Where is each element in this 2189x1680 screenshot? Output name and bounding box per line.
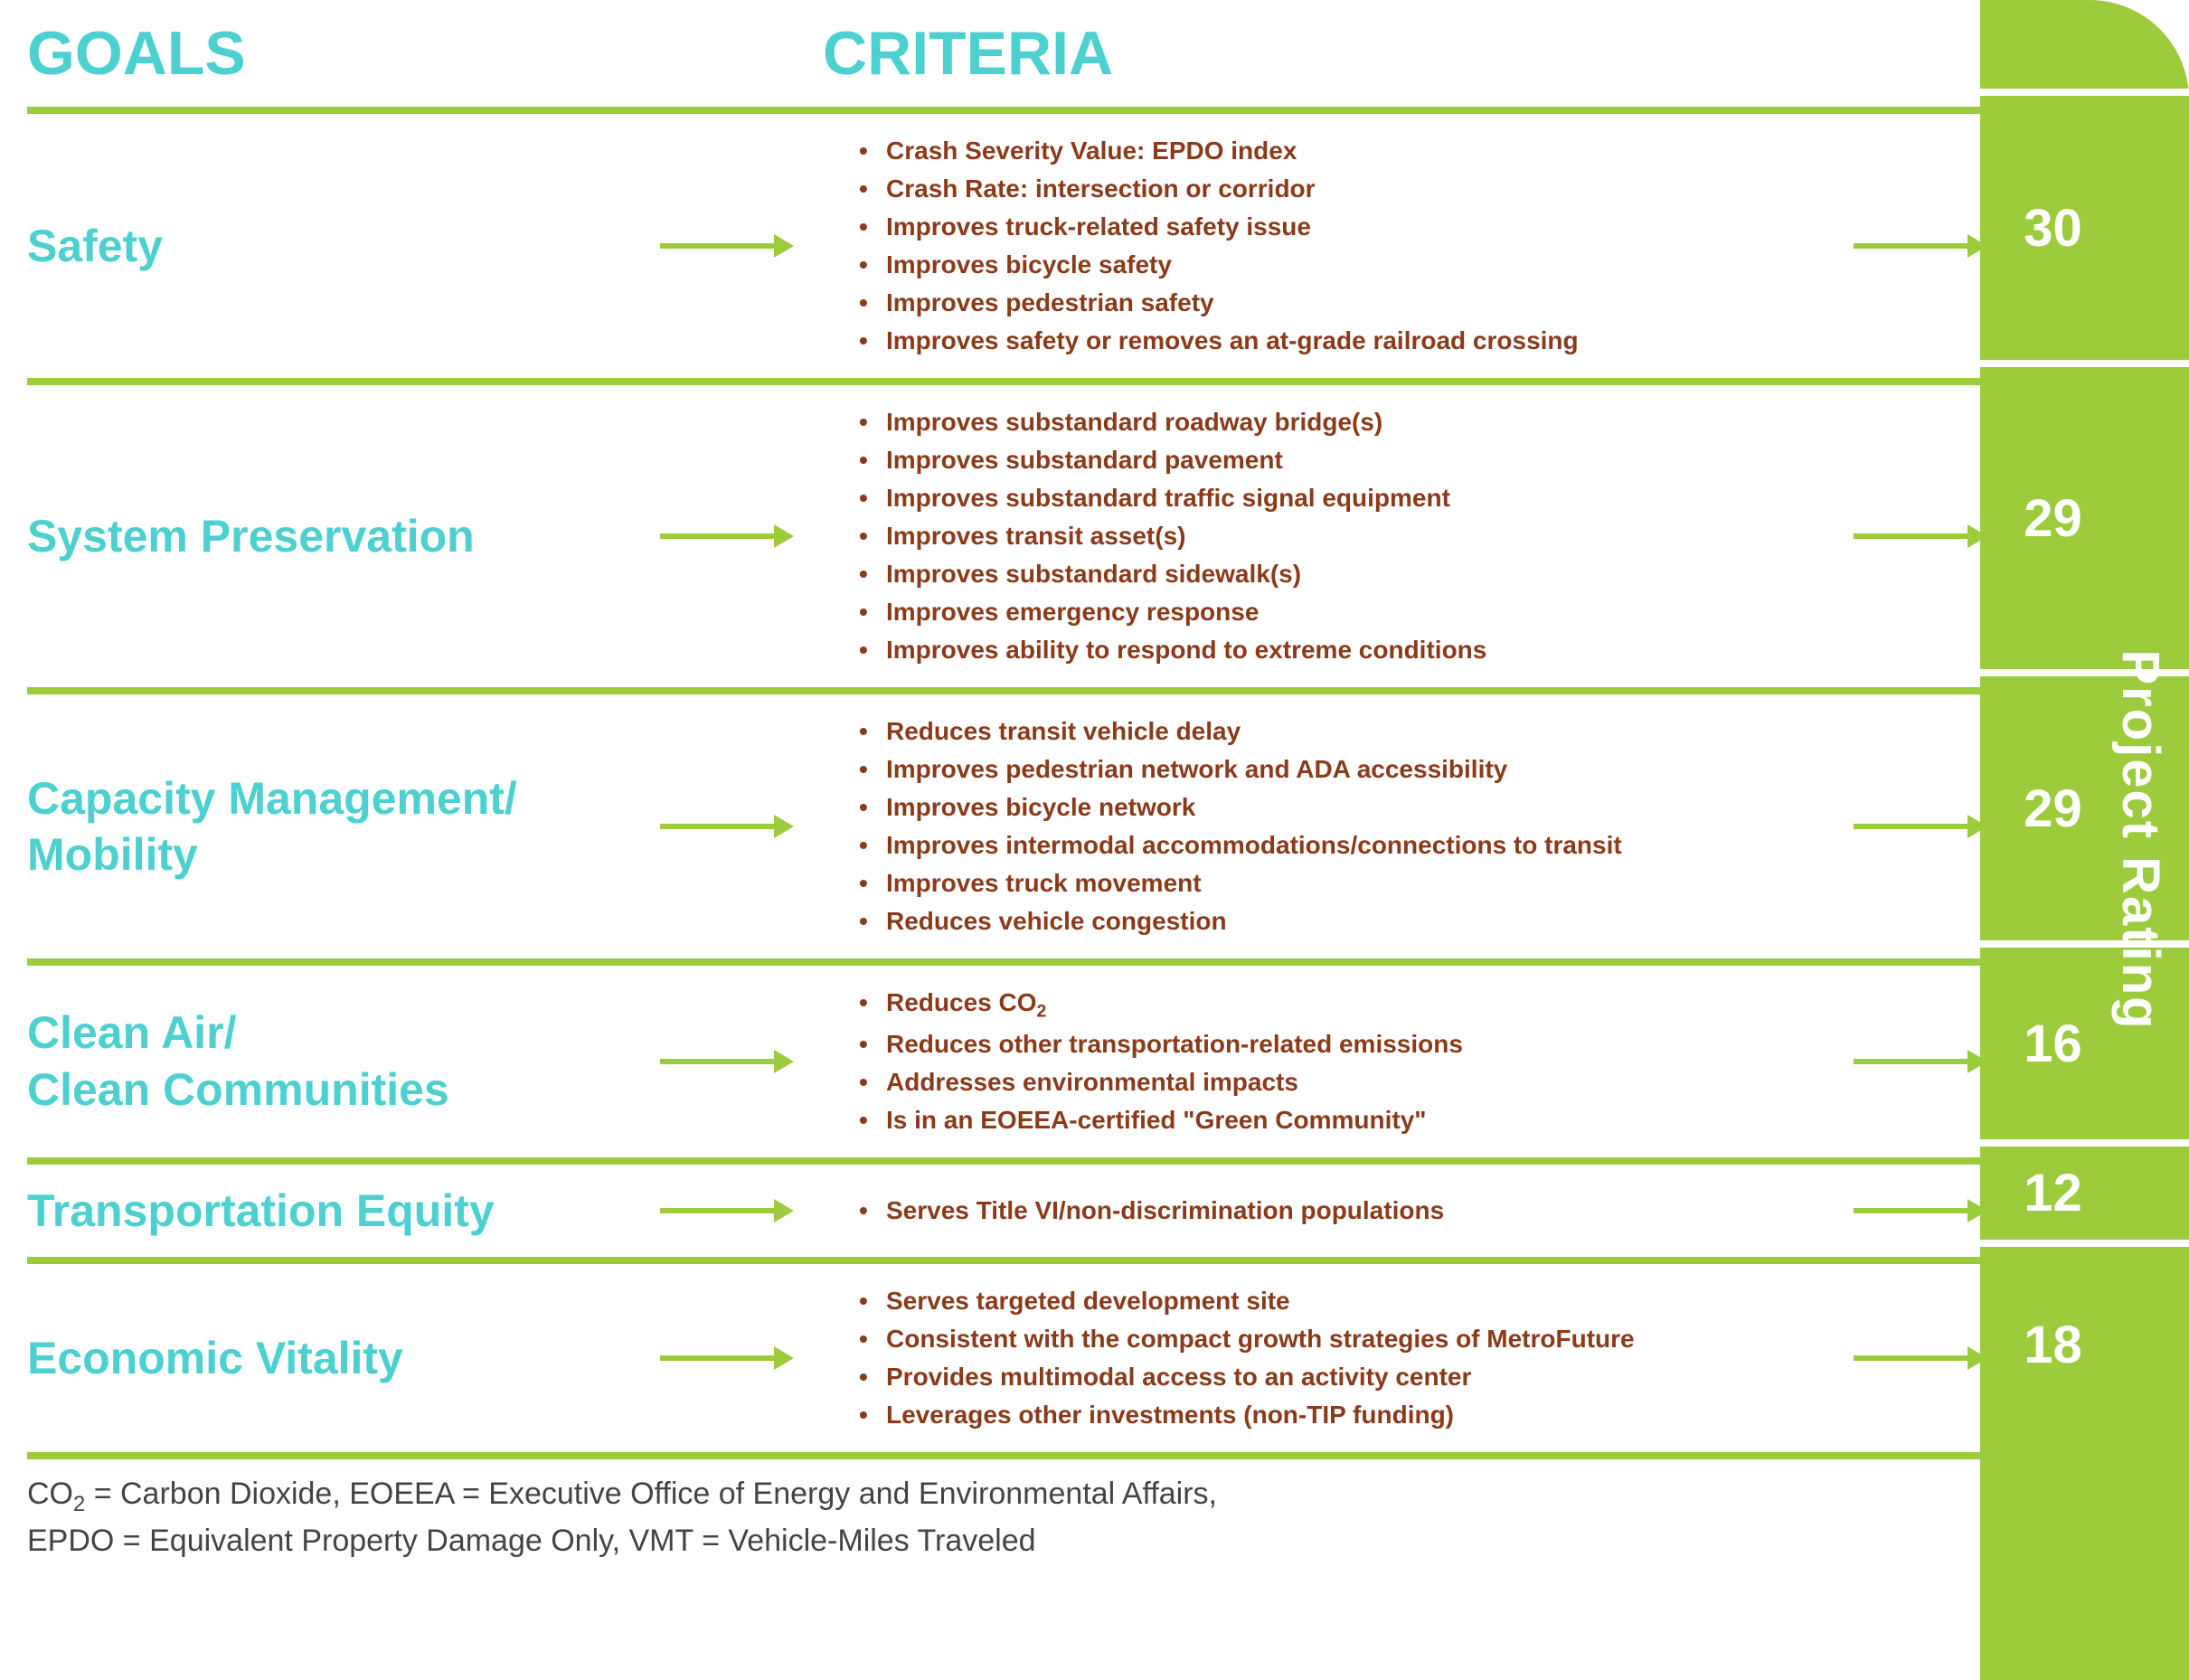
criteria-item: Addresses environmental impacts xyxy=(859,1063,1835,1101)
criteria-item: Improves truck movement xyxy=(859,864,1835,902)
criteria-item: Improves ability to respond to extreme c… xyxy=(859,631,1835,669)
criteria-item: Consistent with the compact growth strat… xyxy=(859,1320,1835,1358)
goal-row: System Preservation Improves substandard … xyxy=(27,385,1980,694)
criteria-item: Reduces other transportation-related emi… xyxy=(859,1025,1835,1063)
arrow-right-icon xyxy=(1854,243,1971,249)
criteria-item: Improves substandard pavement xyxy=(859,441,1835,479)
arrow-cell xyxy=(1835,243,1980,249)
criteria-item: Improves emergency response xyxy=(859,593,1835,631)
goal-label: Clean Air/ Clean Communities xyxy=(27,1005,660,1118)
goal-row: Clean Air/ Clean Communities Reduces CO2R… xyxy=(27,966,1980,1165)
rating-value: 18 xyxy=(1980,1247,2189,1442)
goal-row: Safety Crash Severity Value: EPDO indexCr… xyxy=(27,114,1980,385)
arrow-cell xyxy=(660,1059,823,1064)
arrow-right-icon xyxy=(660,243,778,249)
criteria-item: Crash Severity Value: EPDO index xyxy=(859,132,1835,170)
criteria-item: Improves substandard traffic signal equi… xyxy=(859,479,1835,517)
arrow-right-icon xyxy=(660,533,778,539)
goal-label: Safety xyxy=(27,218,660,275)
goal-label: System Preservation xyxy=(27,508,660,565)
goal-label: Capacity Management/ Mobility xyxy=(27,770,660,883)
goal-row: Economic Vitality Serves targeted develop… xyxy=(27,1264,1980,1459)
criteria-cell: Serves Title VI/non-discrimination popul… xyxy=(823,1192,1835,1230)
arrow-right-icon xyxy=(1854,1208,1971,1213)
criteria-list: Serves targeted development siteConsiste… xyxy=(823,1282,1835,1434)
footnote-line: CO2 = Carbon Dioxide, EOEEA = Executive … xyxy=(27,1473,1980,1519)
arrow-cell xyxy=(1835,533,1980,539)
arrow-right-icon xyxy=(660,1355,778,1361)
criteria-list: Reduces transit vehicle delayImproves pe… xyxy=(823,713,1835,940)
criteria-item: Improves substandard sidewalk(s) xyxy=(859,555,1835,593)
criteria-item: Leverages other investments (non-TIP fun… xyxy=(859,1396,1835,1434)
arrow-right-icon xyxy=(660,824,778,829)
rating-value: 12 xyxy=(1980,1147,2189,1247)
criteria-item: Improves substandard roadway bridge(s) xyxy=(859,403,1835,441)
criteria-item: Reduces transit vehicle delay xyxy=(859,713,1835,750)
criteria-cell: Crash Severity Value: EPDO indexCrash Ra… xyxy=(823,132,1835,360)
arrow-cell xyxy=(660,824,823,829)
arrow-cell xyxy=(660,1355,823,1361)
rating-header-space xyxy=(1980,0,2189,96)
goal-row: Capacity Management/ Mobility Reduces tra… xyxy=(27,694,1980,966)
rating-column: 302929161218 Project Rating xyxy=(1980,0,2189,1680)
criteria-item: Improves pedestrian safety xyxy=(859,284,1835,322)
rating-value: 29 xyxy=(1980,367,2189,676)
header-row: GOALS CRITERIA xyxy=(27,18,1980,114)
criteria-cell: Serves targeted development siteConsiste… xyxy=(823,1282,1835,1434)
criteria-list: Serves Title VI/non-discrimination popul… xyxy=(823,1192,1835,1230)
arrow-right-icon xyxy=(1854,824,1971,829)
arrow-cell xyxy=(1835,1059,1980,1064)
criteria-item: Improves bicycle safety xyxy=(859,246,1835,284)
criteria-item: Crash Rate: intersection or corridor xyxy=(859,170,1835,208)
arrow-cell xyxy=(1835,1355,1980,1361)
arrow-right-icon xyxy=(660,1208,778,1213)
content-area: GOALS CRITERIA Safety Crash Severity Valu… xyxy=(0,0,1980,1680)
rows-container: Safety Crash Severity Value: EPDO indexCr… xyxy=(27,114,1980,1459)
criteria-item: Provides multimodal access to an activit… xyxy=(859,1358,1835,1396)
goal-label: Transportation Equity xyxy=(27,1183,660,1240)
goal-label: Economic Vitality xyxy=(27,1330,660,1387)
arrow-cell xyxy=(1835,824,1980,829)
header-goals: GOALS xyxy=(27,18,823,89)
criteria-list: Reduces CO2Reduces other transportation-… xyxy=(823,984,1835,1139)
arrow-right-icon xyxy=(1854,1059,1971,1064)
criteria-cell: Reduces CO2Reduces other transportation-… xyxy=(823,984,1835,1139)
header-criteria: CRITERIA xyxy=(823,18,1113,89)
arrow-cell xyxy=(660,243,823,249)
goal-row: Transportation Equity Serves Title VI/non… xyxy=(27,1165,1980,1265)
criteria-item: Is in an EOEEA-certified "Green Communit… xyxy=(859,1101,1835,1139)
criteria-item: Improves pedestrian network and ADA acce… xyxy=(859,750,1835,788)
arrow-cell xyxy=(660,533,823,539)
criteria-list: Improves substandard roadway bridge(s)Im… xyxy=(823,403,1835,669)
criteria-item: Improves safety or removes an at-grade r… xyxy=(859,322,1835,360)
criteria-item: Improves truck-related safety issue xyxy=(859,208,1835,246)
criteria-cell: Reduces transit vehicle delayImproves pe… xyxy=(823,713,1835,940)
criteria-list: Crash Severity Value: EPDO indexCrash Ra… xyxy=(823,132,1835,360)
main-container: GOALS CRITERIA Safety Crash Severity Valu… xyxy=(0,0,2189,1680)
footnote-area: CO2 = Carbon Dioxide, EOEEA = Executive … xyxy=(27,1459,1980,1562)
criteria-item: Improves bicycle network xyxy=(859,788,1835,826)
criteria-item: Serves targeted development site xyxy=(859,1282,1835,1320)
arrow-cell xyxy=(1835,1208,1980,1213)
arrow-right-icon xyxy=(1854,1355,1971,1361)
criteria-cell: Improves substandard roadway bridge(s)Im… xyxy=(823,403,1835,669)
arrow-right-icon xyxy=(1854,533,1971,539)
footnote-line: EPDO = Equivalent Property Damage Only, … xyxy=(27,1520,1980,1563)
criteria-item: Improves transit asset(s) xyxy=(859,517,1835,555)
project-rating-label: Project Rating xyxy=(2110,649,2171,1030)
criteria-item: Reduces vehicle congestion xyxy=(859,902,1835,940)
arrow-cell xyxy=(660,1208,823,1213)
criteria-item: Reduces CO2 xyxy=(859,984,1835,1025)
arrow-right-icon xyxy=(660,1059,778,1064)
criteria-item: Serves Title VI/non-discrimination popul… xyxy=(859,1192,1835,1230)
rating-value: 30 xyxy=(1980,96,2189,367)
criteria-item: Improves intermodal accommodations/conne… xyxy=(859,826,1835,864)
